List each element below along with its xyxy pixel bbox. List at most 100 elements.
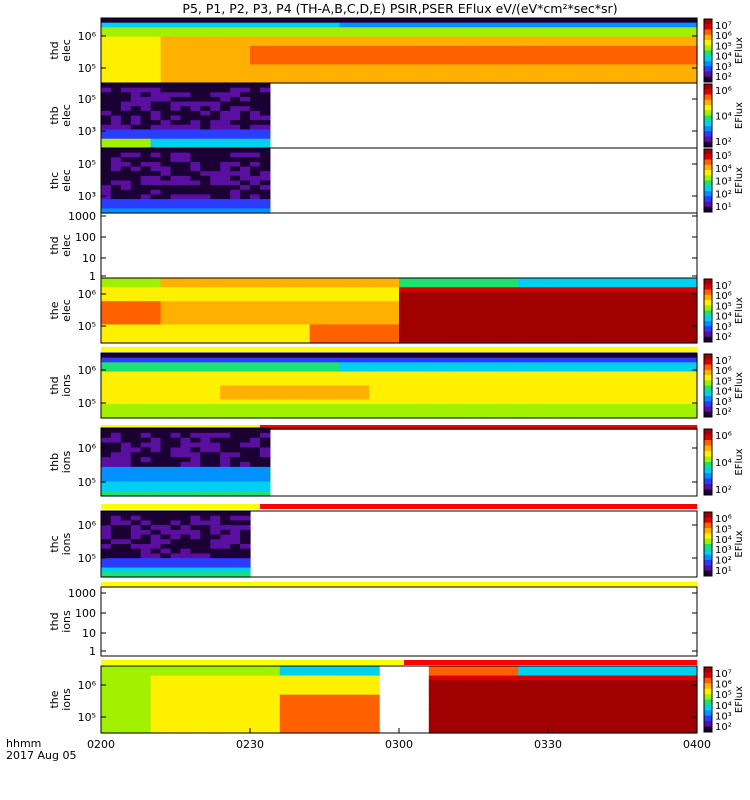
heatmap-cell	[379, 413, 390, 419]
heatmap-cell	[458, 399, 470, 405]
heatmap-cell	[498, 55, 509, 61]
heatmap-cell	[637, 728, 648, 734]
heatmap-cell	[170, 106, 182, 112]
heatmap-cell	[577, 353, 589, 359]
heatmap-cell	[528, 366, 539, 373]
heatmap-cell	[140, 287, 152, 293]
heatmap-cell	[120, 680, 132, 686]
heatmap-cell	[478, 287, 489, 293]
heatmap-cell	[210, 78, 221, 84]
heatmap-cell	[329, 723, 340, 729]
heatmap-cell	[190, 437, 201, 444]
heatmap-cell	[170, 185, 182, 191]
heatmap-cell	[617, 666, 629, 672]
heatmap-cell	[488, 390, 499, 396]
heatmap-cell	[399, 376, 410, 382]
heatmap-cell	[240, 442, 251, 449]
heatmap-cell	[180, 390, 191, 396]
heatmap-cell	[687, 296, 698, 302]
heatmap-cell	[339, 36, 350, 42]
heatmap-cell	[319, 315, 331, 321]
heatmap-cell	[180, 362, 191, 368]
heatmap-cell	[170, 18, 182, 24]
y-tick-label: 10⁵	[78, 552, 96, 565]
heatmap-cell	[428, 699, 440, 705]
heatmap-cell	[240, 69, 251, 75]
heatmap-cell	[468, 371, 480, 377]
heatmap-cell	[190, 511, 201, 517]
heatmap-cell	[488, 296, 499, 302]
heatmap-cell	[200, 462, 211, 468]
heatmap-cell	[329, 41, 340, 47]
heatmap-cell	[160, 534, 172, 540]
heatmap-cell	[349, 45, 360, 52]
heatmap-cell	[220, 675, 231, 681]
heatmap-cell	[120, 45, 132, 52]
heatmap-cell	[478, 291, 489, 298]
heatmap-cell	[299, 399, 311, 405]
heatmap-cell	[160, 175, 172, 182]
heatmap-cell	[120, 457, 132, 463]
heatmap-cell	[428, 69, 440, 75]
heatmap-cell	[240, 520, 251, 526]
heatmap-cell	[687, 666, 698, 672]
heatmap-cell	[478, 380, 489, 387]
heatmap-cell	[329, 399, 340, 405]
heatmap-cell	[250, 18, 261, 24]
heatmap-cell	[438, 64, 450, 70]
heatmap-cell	[359, 31, 370, 38]
heatmap-cell	[428, 704, 440, 710]
colorbar-frame	[703, 428, 713, 496]
heatmap-cell	[101, 166, 112, 172]
heatmap-cell	[130, 157, 142, 163]
heatmap-cell	[101, 338, 112, 344]
heatmap-cell	[230, 699, 241, 705]
heatmap-cell	[190, 699, 201, 705]
heatmap-cell	[210, 166, 221, 172]
heatmap-cell	[468, 324, 480, 330]
heatmap-cell	[250, 723, 261, 729]
heatmap-cell	[150, 413, 162, 419]
heatmap-cell	[101, 723, 112, 729]
heatmap-cell	[349, 385, 360, 391]
heatmap-cell	[647, 685, 658, 691]
heatmap-cell	[200, 50, 211, 56]
heatmap-cell	[548, 694, 559, 701]
heatmap-cell	[577, 305, 589, 312]
heatmap-cell	[567, 694, 579, 701]
heatmap-cell	[309, 287, 321, 293]
heatmap-cell	[101, 680, 112, 686]
heatmap-cell	[210, 296, 221, 302]
heatmap-cell	[130, 161, 142, 168]
heatmap-cell	[677, 291, 688, 298]
colorbar-swatch	[704, 478, 712, 485]
heatmap-cell	[438, 59, 450, 66]
heatmap-cell	[240, 362, 251, 368]
heatmap-cell	[240, 567, 251, 573]
heatmap-cell	[587, 694, 599, 701]
heatmap-cell	[329, 385, 340, 391]
heatmap-cell	[200, 362, 211, 368]
heatmap-cell	[597, 27, 609, 33]
heatmap-cell	[140, 124, 152, 131]
heatmap-cell	[259, 301, 271, 307]
heatmap-cell	[399, 353, 410, 359]
heatmap-cell	[170, 404, 182, 410]
heatmap-cell	[250, 134, 261, 140]
heatmap-cell	[180, 481, 191, 487]
heatmap-cell	[478, 709, 489, 715]
heatmap-cell	[150, 553, 162, 559]
heatmap-cell	[528, 390, 539, 396]
colorbar-swatch	[704, 279, 712, 285]
heatmap-cell	[488, 319, 499, 326]
heatmap-cell	[269, 305, 281, 312]
heatmap-cell	[210, 447, 221, 453]
heatmap-cell	[250, 180, 261, 186]
heatmap-cell	[170, 73, 182, 79]
heatmap-cell	[120, 462, 132, 468]
heatmap-cell	[220, 376, 231, 382]
heatmap-cell	[110, 175, 122, 182]
heatmap-cell	[597, 399, 609, 405]
heatmap-cell	[220, 471, 231, 478]
heatmap-cell	[140, 689, 152, 696]
